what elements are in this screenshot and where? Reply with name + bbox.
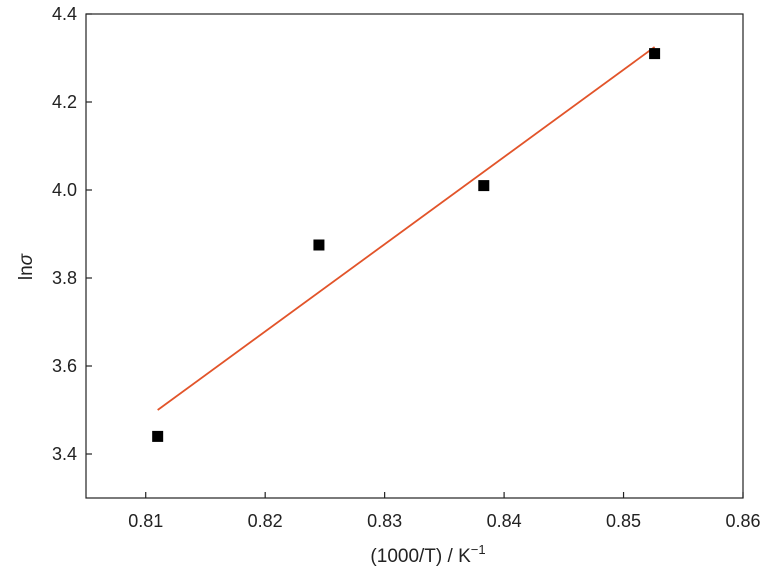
y-axis-title-symbol: σ [16,252,37,265]
x-tick-label: 0.86 [725,511,760,531]
y-tick-label: 4.2 [52,92,77,112]
data-point [478,180,490,192]
y-tick-label: 4.0 [52,180,77,200]
plot-area [152,46,661,442]
x-tick-label: 0.82 [248,511,283,531]
y-tick-label: 3.4 [52,444,77,464]
x-axis-title-superscript: −1 [471,542,486,557]
x-tick-label: 0.83 [367,511,402,531]
fit-line [157,46,656,411]
y-tick-label: 3.8 [52,268,77,288]
plot-frame [85,13,744,499]
y-tick-label: 3.6 [52,356,77,376]
data-point [313,239,325,251]
x-tick-label: 0.81 [128,511,163,531]
data-point [649,48,661,60]
x-axis-title: (1000/T) / K−1 [370,542,485,567]
y-axis-title: lnσ [16,252,37,280]
y-tick-label: 4.4 [52,4,77,24]
axes: 0.81 0.82 0.83 0.84 0.85 0.86 3.4 3.6 3.8 4.0 4.2 4… [52,4,761,531]
x-tick-label: 0.84 [487,511,522,531]
x-tick-label: 0.85 [606,511,641,531]
data-point [152,430,164,442]
